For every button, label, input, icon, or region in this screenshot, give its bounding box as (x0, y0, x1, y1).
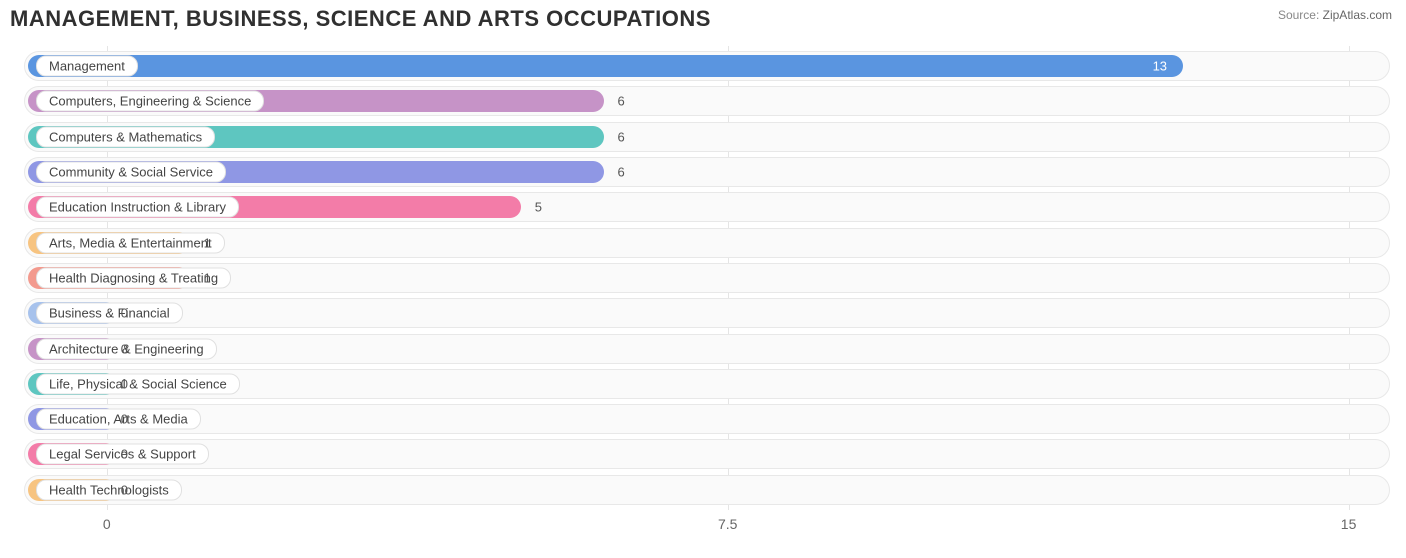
bar-value: 1 (204, 235, 211, 250)
bar-value: 1 (204, 270, 211, 285)
chart-header: MANAGEMENT, BUSINESS, SCIENCE AND ARTS O… (10, 6, 1396, 32)
bar-value: 6 (618, 129, 625, 144)
bar-label: Community & Social Service (36, 162, 226, 183)
bar-label: Education Instruction & Library (36, 197, 239, 218)
chart-title: MANAGEMENT, BUSINESS, SCIENCE AND ARTS O… (10, 6, 711, 32)
bar-value: 0 (121, 341, 128, 356)
bar-row: Architecture & Engineering0 (24, 334, 1390, 364)
bar-value: 6 (618, 165, 625, 180)
bar-track (24, 228, 1390, 258)
bar-label: Management (36, 56, 138, 77)
bar-track (24, 298, 1390, 328)
bar-value: 5 (535, 200, 542, 215)
bar-label: Education, Arts & Media (36, 409, 201, 430)
bar-value: 6 (618, 94, 625, 109)
bar-row: Life, Physical & Social Science0 (24, 369, 1390, 399)
source-name: ZipAtlas.com (1323, 8, 1392, 22)
bar-track (24, 404, 1390, 434)
bar-value: 0 (121, 306, 128, 321)
bar-value: 0 (121, 447, 128, 462)
chart-source: Source: ZipAtlas.com (1278, 8, 1392, 22)
bar-track (24, 334, 1390, 364)
bar-row: Education, Arts & Media0 (24, 404, 1390, 434)
bar-label: Arts, Media & Entertainment (36, 232, 225, 253)
bar-row: Management 13 (24, 51, 1390, 81)
bar-label: Health Technologists (36, 479, 182, 500)
bar-value: 0 (121, 412, 128, 427)
bar-label: Life, Physical & Social Science (36, 373, 240, 394)
bar-track (24, 439, 1390, 469)
bar-row: Community & Social Service 6 (24, 157, 1390, 187)
x-axis-tick-label: 7.5 (718, 516, 737, 532)
bar-row: Arts, Media & Entertainment1 (24, 228, 1390, 258)
bar-label: Computers, Engineering & Science (36, 91, 264, 112)
bar-label: Computers & Mathematics (36, 126, 215, 147)
chart-area: Management 13 Computers, Engineering & Sci… (10, 46, 1396, 532)
bar-row: Health Technologists0 (24, 475, 1390, 505)
bar-row: Education Instruction & Library 5 (24, 192, 1390, 222)
bar-row: Health Diagnosing & Treating1 (24, 263, 1390, 293)
chart-bars: Management 13 Computers, Engineering & Sci… (24, 50, 1390, 506)
bar-label: Business & Financial (36, 303, 183, 324)
bar-row: Computers, Engineering & Science 6 (24, 86, 1390, 116)
bar-value: 0 (121, 376, 128, 391)
x-axis-tick-label: 0 (103, 516, 111, 532)
bar-value: 0 (121, 482, 128, 497)
bar-fill (28, 55, 1183, 77)
bar-value: 13 (1153, 59, 1167, 74)
x-axis-tick-label: 15 (1341, 516, 1357, 532)
source-label: Source: (1278, 8, 1319, 22)
bar-row: Legal Services & Support0 (24, 439, 1390, 469)
bar-row: Business & Financial0 (24, 298, 1390, 328)
bar-track (24, 475, 1390, 505)
bar-label: Health Diagnosing & Treating (36, 267, 231, 288)
bar-row: Computers & Mathematics 6 (24, 122, 1390, 152)
